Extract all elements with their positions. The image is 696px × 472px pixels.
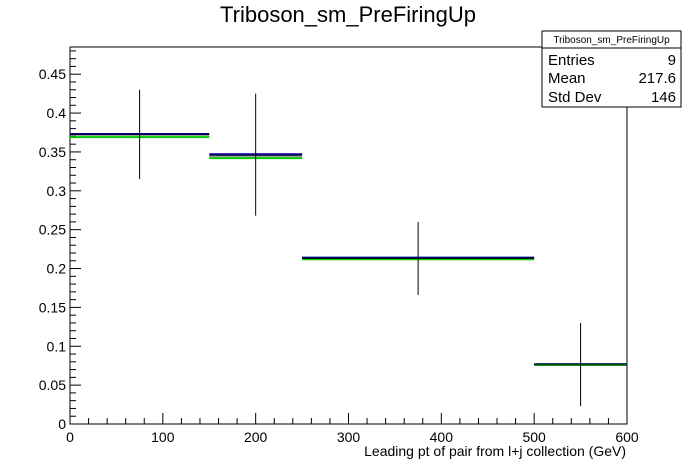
x-tick-label: 0 [66, 429, 74, 445]
stats-box: Triboson_sm_PreFiringUp Entries 9 Mean 2… [542, 31, 681, 107]
stats-entries-value: 9 [668, 52, 676, 69]
y-tick-label: 0.25 [39, 222, 66, 238]
x-axis-label: Leading pt of pair from l+j collection (… [364, 443, 626, 459]
stats-entries-label: Entries [548, 52, 595, 69]
y-tick-label: 0.3 [47, 183, 67, 199]
y-tick-label: 0.2 [47, 261, 67, 277]
y-tick-label: 0.05 [39, 377, 66, 393]
stats-stddev-value: 146 [651, 89, 676, 106]
stats-mean-label: Mean [548, 70, 586, 87]
chart-title: Triboson_sm_PreFiringUp [220, 2, 476, 27]
y-tick-label: 0.35 [39, 144, 66, 160]
y-tick-label: 0.1 [47, 338, 67, 354]
y-tick-label: 0.15 [39, 299, 66, 315]
y-tick-label: 0.4 [47, 105, 67, 121]
y-tick-label: 0 [58, 416, 66, 432]
x-tick-label: 300 [337, 429, 361, 445]
stats-stddev-label: Std Dev [548, 89, 602, 106]
x-tick-label: 100 [151, 429, 175, 445]
y-tick-label: 0.45 [39, 66, 66, 82]
stats-mean-value: 217.6 [638, 70, 676, 87]
stats-box-title: Triboson_sm_PreFiringUp [553, 35, 670, 46]
x-tick-label: 200 [244, 429, 268, 445]
